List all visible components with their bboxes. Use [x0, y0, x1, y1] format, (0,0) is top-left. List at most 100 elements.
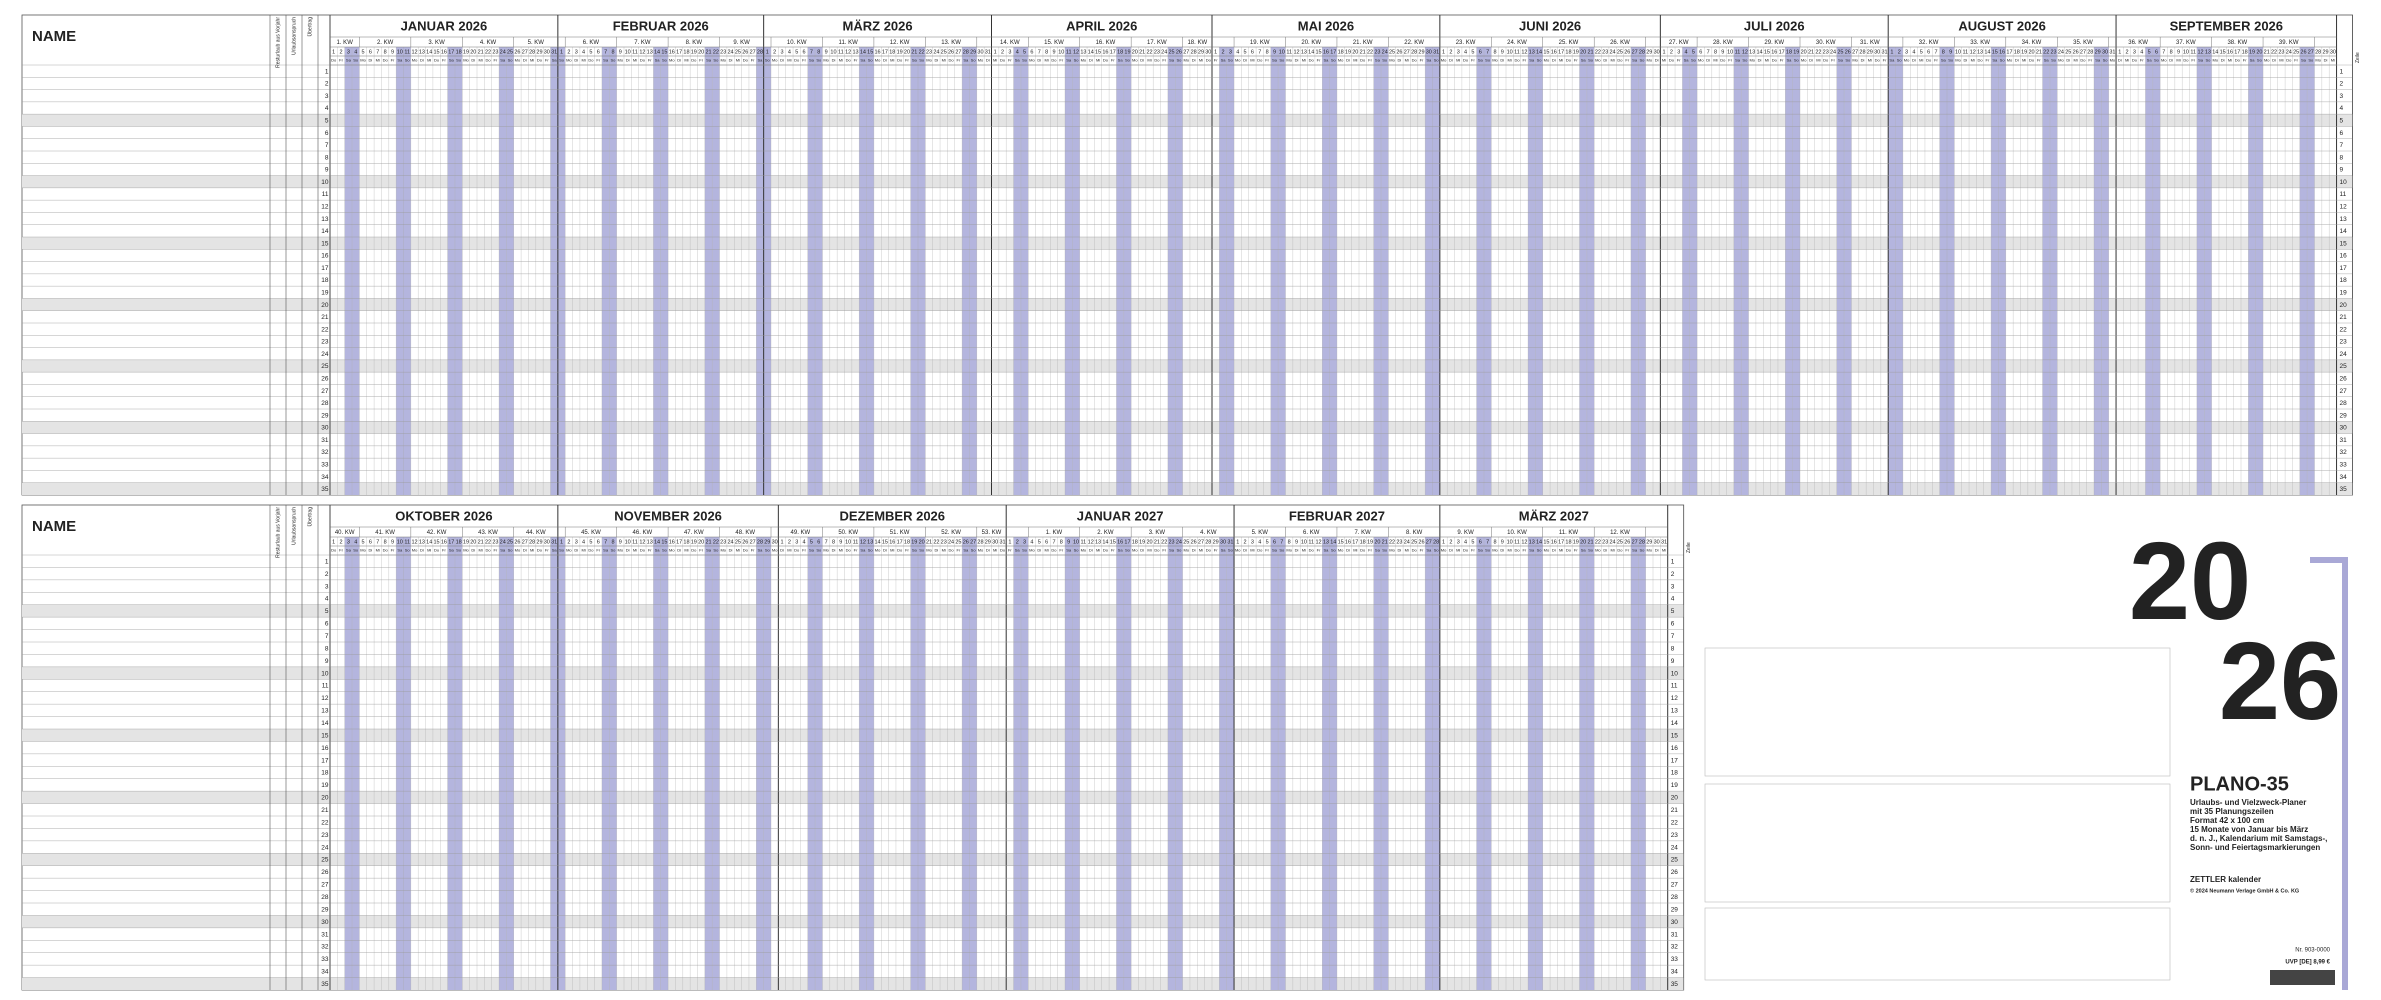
day-number: 29 — [1198, 49, 1204, 55]
row-number: 21 — [2340, 314, 2348, 321]
day-number: 23 — [2278, 49, 2284, 55]
day-number: 2 — [773, 49, 776, 55]
day-number: 23 — [492, 539, 498, 545]
day-number: 28 — [529, 49, 535, 55]
row-number: 35 — [321, 981, 329, 988]
weekend-column — [859, 47, 867, 495]
weekday: Di — [2066, 58, 2070, 63]
row-number: 8 — [2340, 154, 2344, 161]
weekend-column — [2255, 47, 2264, 495]
weekday: Fr — [442, 58, 446, 63]
day-number: 5 — [2148, 49, 2151, 55]
day-number: 29 — [2095, 49, 2101, 55]
day-number: 2 — [1244, 539, 1247, 545]
week-label: 10. KW — [787, 40, 807, 46]
weekend-column — [1278, 47, 1286, 495]
weekday: Sa — [2147, 58, 2153, 63]
weekend-column — [601, 537, 610, 990]
weekday: Fr — [1780, 58, 1784, 63]
day-number: 5 — [1471, 539, 1474, 545]
product-title: PLANO-35 — [2190, 773, 2289, 795]
weekday: Mi — [427, 548, 431, 553]
weekday: Do — [691, 58, 697, 63]
weekday: Di — [1243, 548, 1247, 553]
weekday: Mi — [427, 58, 431, 63]
day-number: 5 — [362, 539, 365, 545]
day-number: 2 — [1670, 49, 1673, 55]
day-number: 11 — [853, 539, 859, 545]
weekday: Mi — [2022, 58, 2026, 63]
weekend-column — [1226, 537, 1235, 990]
day-number: 23 — [492, 49, 498, 55]
name-header: NAME — [32, 518, 76, 535]
day-number: 28 — [2315, 49, 2321, 55]
weekend-column — [2042, 47, 2050, 495]
month-title: JANUAR 2026 — [401, 18, 488, 33]
day-number: 14 — [1757, 49, 1763, 55]
row-number: 31 — [321, 437, 329, 444]
weekday: Do — [794, 58, 800, 63]
weekend-column — [1535, 47, 1543, 495]
day-number: 15 — [1110, 539, 1116, 545]
day-number: 10 — [1073, 539, 1079, 545]
weekday: Di — [1552, 58, 1556, 63]
row-number: 19 — [1671, 782, 1679, 789]
row-number: 26 — [2340, 376, 2348, 383]
day-number: 25 — [1183, 539, 1189, 545]
day-number: 5 — [810, 539, 813, 545]
day-number: 26 — [948, 49, 954, 55]
row-number: 1 — [1671, 558, 1675, 565]
weekend-column — [1065, 47, 1073, 495]
weekday: Di — [934, 58, 938, 63]
day-number: 21 — [2036, 49, 2042, 55]
weekday: Do — [1772, 58, 1778, 63]
weekend-column — [352, 47, 360, 495]
day-number: 17 — [676, 539, 682, 545]
row-number: 11 — [1671, 683, 1678, 690]
weekday: Do — [846, 548, 852, 553]
weekday: Do — [383, 58, 389, 63]
weekend-column — [1167, 537, 1176, 990]
weekday: Mo — [1286, 548, 1292, 553]
weekday: Sa — [1529, 58, 1535, 63]
day-number: 6 — [1927, 49, 1930, 55]
day-number: 17 — [882, 49, 888, 55]
week-label: 23. KW — [1456, 40, 1476, 46]
weekday: Di — [832, 548, 836, 553]
weekday: Mi — [736, 58, 740, 63]
day-number: 14 — [1536, 539, 1542, 545]
weekend-column — [1630, 537, 1639, 990]
day-number: 14 — [654, 49, 660, 55]
day-number: 10 — [1507, 49, 1513, 55]
weekday: So — [1537, 548, 1543, 553]
day-number: 2 — [1449, 49, 1452, 55]
weekday: Mi — [1919, 58, 1923, 63]
weekday: Fr — [339, 548, 343, 553]
day-number: 7 — [1052, 539, 1055, 545]
weekday: Fr — [1728, 58, 1732, 63]
weekday: So — [1074, 548, 1080, 553]
day-number: 6 — [2155, 49, 2158, 55]
day-number: 1 — [1662, 49, 1665, 55]
weekday: Fr — [854, 548, 858, 553]
weekday: Sa — [1787, 58, 1793, 63]
day-number: 9 — [1501, 539, 1504, 545]
weekday: Di — [1912, 58, 1916, 63]
day-number: 25 — [2293, 49, 2299, 55]
day-number: 26 — [1191, 539, 1197, 545]
row-number: 16 — [2340, 253, 2348, 260]
day-number: 20 — [1132, 49, 1138, 55]
day-number: 3 — [2133, 49, 2136, 55]
weekday: Sa — [552, 58, 558, 63]
week-label: 50. KW — [838, 530, 858, 536]
weekday: So — [1074, 58, 1080, 63]
weekday: Sa — [1992, 58, 1998, 63]
day-number: 22 — [1367, 49, 1373, 55]
weekday: Di — [626, 58, 630, 63]
weekday: Di — [1449, 58, 1453, 63]
day-number: 18 — [1117, 49, 1123, 55]
day-number: 26 — [514, 539, 520, 545]
day-number: 16 — [1117, 539, 1123, 545]
week-label: 9. KW — [733, 40, 750, 46]
day-number: 3 — [575, 539, 578, 545]
